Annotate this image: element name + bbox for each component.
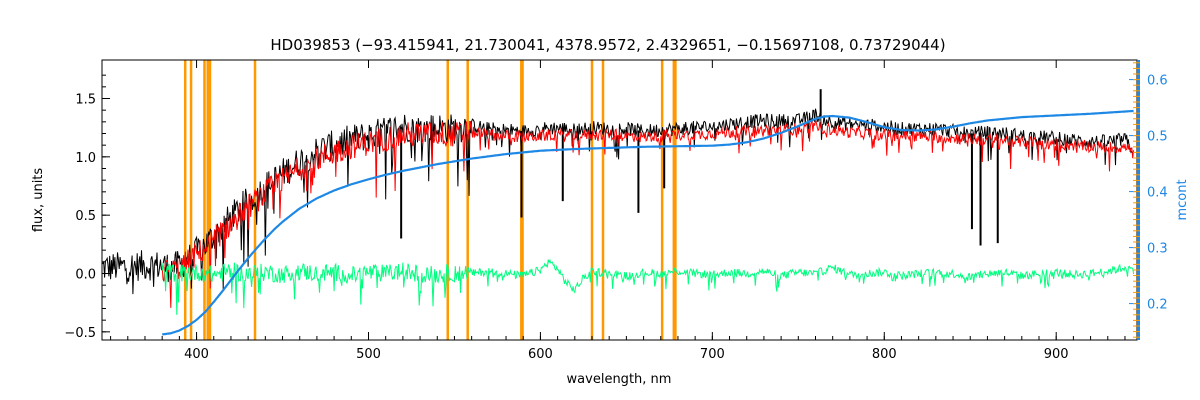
y2-tick-label: 0.6 [1147,74,1168,89]
y-tick-label: 1.5 [75,93,96,108]
x-tick-label: 900 [1044,347,1069,362]
y2-axis-ticks: 0.2 0.3 0.4 0.5 0.6 [1129,62,1168,338]
chart-title: HD039853 (−93.415941, 21.730041, 4378.95… [270,36,945,54]
observed-line [101,108,1134,295]
y2-tick-label: 0.4 [1147,186,1168,201]
y-axis-ticks: −0.5 0.0 0.5 1.0 1.5 [64,74,110,341]
y-tick-label: 0.0 [75,268,96,283]
y-axis-label: flux, units [31,168,46,233]
continuum-curve [162,109,1134,336]
x-axis-label: wavelength, nm [567,372,672,387]
y-tick-label: −0.5 [64,326,96,341]
x-tick-label: 700 [700,347,725,362]
residual-spectrum [161,258,1135,315]
y-tick-label: 0.5 [75,209,96,224]
y2-tick-label: 0.3 [1147,242,1168,257]
y2-tick-label: 0.5 [1147,130,1168,145]
mask-lines [183,60,677,340]
x-tick-label: 500 [356,347,381,362]
y-tick-label: 1.0 [75,151,96,166]
continuum-line [162,109,1134,336]
right-axis-line [1137,60,1140,340]
x-axis-ticks: 400 500 600 700 800 900 [110,60,1126,362]
observed-spectrum [101,89,1134,295]
y2-axis-label: mcont [1175,179,1190,220]
x-tick-label: 600 [528,347,553,362]
x-tick-label: 400 [184,347,209,362]
model-line [161,119,1135,308]
model-spectrum [161,119,1135,308]
residual-line [161,258,1135,315]
y2-tick-label: 0.2 [1147,298,1168,313]
x-tick-label: 800 [872,347,897,362]
